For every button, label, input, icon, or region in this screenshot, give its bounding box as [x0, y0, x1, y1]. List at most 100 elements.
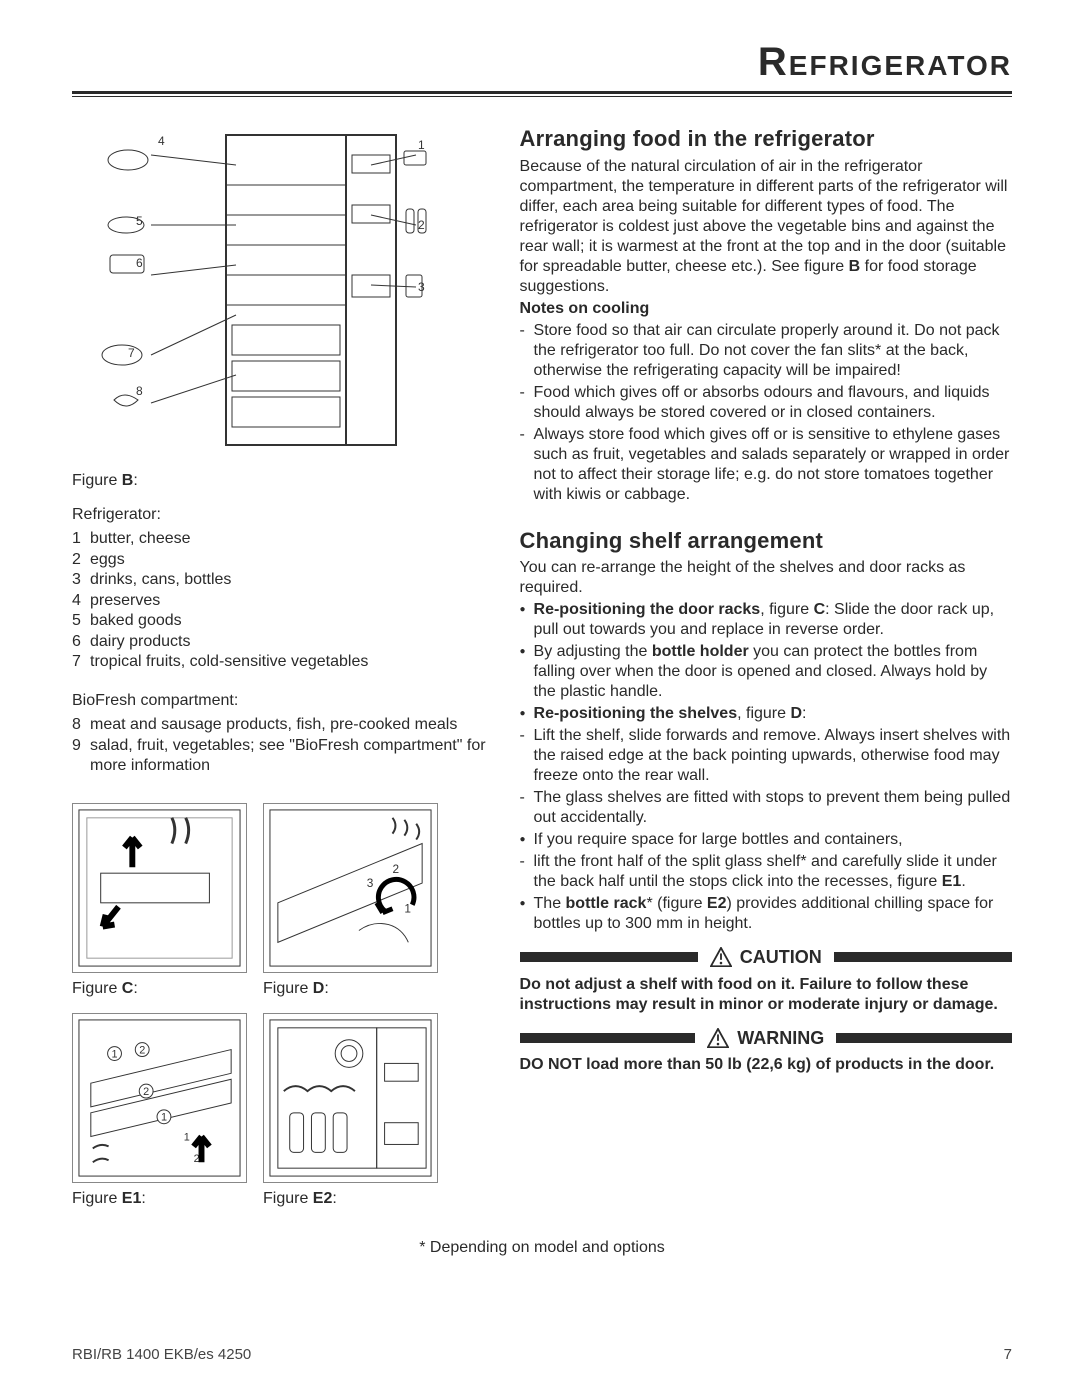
- legend-text: drinks, cans, bottles: [90, 570, 492, 590]
- legend-ref-title: Refrigerator:: [72, 505, 492, 525]
- changing-item-text: lift the front half of the split glass s…: [534, 852, 1012, 892]
- warning-box: WARNING DO NOT load more than 50 lb (22,…: [520, 1027, 1012, 1076]
- bar-right: [836, 1033, 1012, 1043]
- figure-d-caption: Figure D:: [263, 979, 438, 999]
- svg-text:6: 6: [136, 256, 143, 270]
- legend-row: 4preserves: [72, 591, 492, 611]
- note-text: Always store food which gives off or is …: [534, 425, 1012, 505]
- legend-row: 9salad, fruit, vegetables; see "BioFresh…: [72, 736, 492, 777]
- legend-text: meat and sausage products, fish, pre-coo…: [90, 715, 492, 735]
- figure-b: 4 5 6 7 8 1 2 3: [66, 125, 436, 465]
- note-item: Always store food which gives off or is …: [520, 425, 1012, 505]
- caution-box: CAUTION Do not adjust a shelf with food …: [520, 946, 1012, 1015]
- bar-left: [520, 952, 698, 962]
- legend-text: butter, cheese: [90, 529, 492, 549]
- changing-item: If you require space for large bottles a…: [520, 830, 1012, 850]
- legend-number: 7: [72, 652, 90, 672]
- svg-text:1: 1: [161, 1111, 167, 1123]
- figure-c-caption: Figure C:: [72, 979, 247, 999]
- figure-cd-row: Figure C: 3: [72, 803, 492, 999]
- changing-item-text: Re-positioning the door racks, figure C:…: [534, 600, 1012, 640]
- legend-text: eggs: [90, 550, 492, 570]
- legend: Refrigerator: 1butter, cheese2eggs3drink…: [72, 505, 492, 777]
- warning-icon: [707, 1028, 729, 1048]
- svg-text:8: 8: [136, 384, 143, 398]
- figure-d: 3 2 1: [263, 803, 438, 973]
- figure-e2-caption: Figure E2:: [263, 1189, 438, 1209]
- legend-bf-title: BioFresh compartment:: [72, 691, 492, 711]
- bar-right: [834, 952, 1012, 962]
- legend-row: 6dairy products: [72, 632, 492, 652]
- section-arranging-para: Because of the natural circulation of ai…: [520, 157, 1012, 297]
- legend-number: 4: [72, 591, 90, 611]
- figure-e-row: 1 2 2 1 1 2 Figure E1:: [72, 1013, 492, 1209]
- svg-text:2: 2: [418, 218, 425, 232]
- legend-text: preserves: [90, 591, 492, 611]
- legend-number: 3: [72, 570, 90, 590]
- caution-body: Do not adjust a shelf with food on it. F…: [520, 975, 1012, 1015]
- note-text: Food which gives off or absorbs odours a…: [534, 383, 1012, 423]
- figure-e1-caption: Figure E1:: [72, 1189, 247, 1209]
- caution-bar: CAUTION: [520, 946, 1012, 969]
- footer-doc-id: RBI/RB 1400 EKB/es 4250: [72, 1346, 251, 1363]
- legend-row: 5baked goods: [72, 611, 492, 631]
- changing-item-text: Re-positioning the shelves, figure D:: [534, 704, 807, 724]
- figure-e1-wrap: 1 2 2 1 1 2 Figure E1:: [72, 1013, 247, 1209]
- legend-text: baked goods: [90, 611, 492, 631]
- changing-item: By adjusting the bottle holder you can p…: [520, 642, 1012, 702]
- svg-text:1: 1: [184, 1131, 190, 1143]
- svg-text:2: 2: [139, 1044, 145, 1056]
- warning-label: WARNING: [695, 1027, 836, 1050]
- svg-text:2: 2: [143, 1086, 149, 1098]
- rule-thin: [72, 96, 1012, 97]
- figure-e1: 1 2 2 1 1 2: [72, 1013, 247, 1183]
- section-changing-title: Changing shelf arrangement: [520, 527, 1012, 555]
- legend-number: 9: [72, 736, 90, 777]
- bar-left: [520, 1033, 696, 1043]
- changing-item: lift the front half of the split glass s…: [520, 852, 1012, 892]
- svg-text:7: 7: [128, 346, 135, 360]
- changing-item: Re-positioning the door racks, figure C:…: [520, 600, 1012, 640]
- legend-bf-list: 8meat and sausage products, fish, pre-co…: [72, 715, 492, 776]
- legend-number: 5: [72, 611, 90, 631]
- notes-on-cooling-title: Notes on cooling: [520, 299, 1012, 319]
- svg-text:1: 1: [112, 1048, 118, 1060]
- legend-row: 1butter, cheese: [72, 529, 492, 549]
- footer: RBI/RB 1400 EKB/es 4250 7: [72, 1346, 1012, 1363]
- section-changing-para: You can re-arrange the height of the she…: [520, 558, 1012, 598]
- rule-thick: [72, 91, 1012, 94]
- figure-d-wrap: 3 2 1 Figure D:: [263, 803, 438, 999]
- changing-item-text: By adjusting the bottle holder you can p…: [534, 642, 1012, 702]
- legend-row: 7tropical fruits, cold-sensitive vegetab…: [72, 652, 492, 672]
- svg-text:1: 1: [418, 138, 425, 152]
- changing-item: Re-positioning the shelves, figure D:: [520, 704, 1012, 724]
- warning-bar: WARNING: [520, 1027, 1012, 1050]
- footnote: * Depending on model and options: [72, 1239, 1012, 1257]
- changing-item-text: The bottle rack* (figure E2) provides ad…: [534, 894, 1012, 934]
- section-arranging-title: Arranging food in the refrigerator: [520, 125, 1012, 153]
- warning-body: DO NOT load more than 50 lb (22,6 kg) of…: [520, 1055, 1012, 1075]
- legend-text: salad, fruit, vegetables; see "BioFresh …: [90, 736, 492, 777]
- changing-item-text: The glass shelves are fitted with stops …: [534, 788, 1012, 828]
- footer-page-number: 7: [1004, 1346, 1012, 1363]
- changing-item-text: If you require space for large bottles a…: [534, 830, 903, 850]
- figure-e2-wrap: Figure E2:: [263, 1013, 438, 1209]
- changing-item: The glass shelves are fitted with stops …: [520, 788, 1012, 828]
- changing-item-text: Lift the shelf, slide forwards and remov…: [534, 726, 1012, 786]
- note-item: Food which gives off or absorbs odours a…: [520, 383, 1012, 423]
- legend-row: 3drinks, cans, bottles: [72, 570, 492, 590]
- page: Refrigerator: [0, 0, 1080, 1397]
- legend-row: 2eggs: [72, 550, 492, 570]
- svg-text:2: 2: [393, 862, 400, 876]
- figure-c-wrap: Figure C:: [72, 803, 247, 999]
- legend-text: tropical fruits, cold-sensitive vegetabl…: [90, 652, 492, 672]
- right-column: Arranging food in the refrigerator Becau…: [520, 125, 1012, 1209]
- columns: 4 5 6 7 8 1 2 3: [72, 125, 1012, 1209]
- caution-label: CAUTION: [698, 946, 834, 969]
- changing-list: Re-positioning the door racks, figure C:…: [520, 600, 1012, 934]
- left-column: 4 5 6 7 8 1 2 3: [72, 125, 492, 1209]
- notes-list: Store food so that air can circulate pro…: [520, 321, 1012, 505]
- figure-c: [72, 803, 247, 973]
- figure-e2: [263, 1013, 438, 1183]
- figure-b-caption: Figure B:: [72, 471, 492, 491]
